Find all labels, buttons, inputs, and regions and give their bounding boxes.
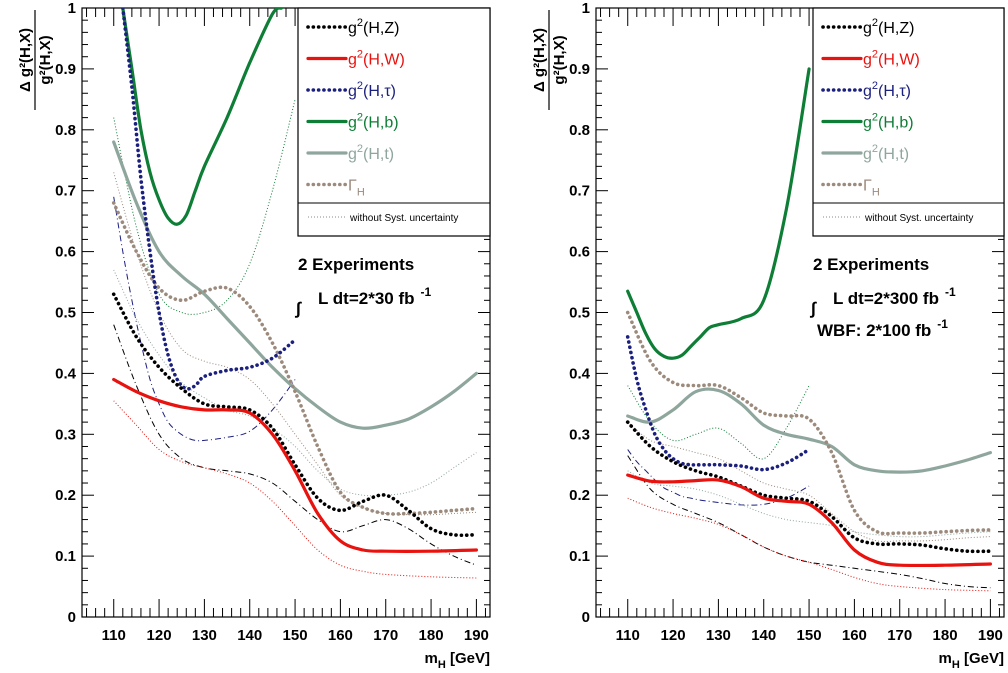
annotation: 2 Experiments ∫ L dt=2*30 fb -1 bbox=[294, 255, 432, 318]
annotation-line3: WBF: 2*100 fb -1 bbox=[817, 317, 948, 340]
series-line-g-h-t- bbox=[626, 387, 992, 474]
x-tick-label: 160 bbox=[842, 627, 867, 644]
y-tick-label: 0.7 bbox=[55, 183, 76, 200]
y-tick-label: 0.2 bbox=[55, 487, 76, 504]
x-tick-label: 120 bbox=[147, 627, 172, 644]
y-tick-label: 0.1 bbox=[55, 548, 76, 565]
legend-label: g2(H,Z) bbox=[863, 17, 914, 37]
y-axis-title: Δ g²(H,X) g²(H,X) bbox=[531, 10, 568, 110]
series-line-tau-no-syst bbox=[627, 449, 810, 506]
x-tick-label: 170 bbox=[373, 627, 398, 644]
x-tick-label: 130 bbox=[706, 627, 731, 644]
series-line-g-h-z- bbox=[625, 420, 993, 554]
integral-sign: ∫ bbox=[294, 299, 302, 318]
series-line-t-no-syst bbox=[113, 269, 477, 497]
legend-label: ΓH bbox=[863, 178, 880, 199]
series-line-b-no-syst bbox=[627, 385, 810, 460]
left-panel: 0 0.1 0.2 0.3 0.4 0.5 0.6 0.7 0.8 0.9 1 110 120 130 14… bbox=[17, 0, 491, 671]
y-tick-label: 0.8 bbox=[569, 122, 590, 139]
y-tick-label: 0.4 bbox=[55, 365, 77, 382]
x-axis-title: mH [GeV] bbox=[425, 650, 490, 671]
annotation-line1: 2 Experiments bbox=[298, 255, 414, 274]
legend-label: g2(H,b) bbox=[348, 112, 399, 132]
x-tick-label: 150 bbox=[283, 627, 308, 644]
annotation-line1: 2 Experiments bbox=[813, 255, 929, 274]
legend-label: g2(H,W) bbox=[348, 49, 405, 69]
legend: g2(H,Z) g2(H,W) g2(H,τ) g2(H,b) g2(H,t) ΓH wit… bbox=[297, 7, 491, 237]
y-axis-denominator: g²(H,X) bbox=[37, 35, 54, 84]
x-tick-label: 170 bbox=[887, 627, 912, 644]
y-tick-label: 0.1 bbox=[569, 548, 590, 565]
series-line--h bbox=[625, 310, 993, 536]
y-tick-label: 0.3 bbox=[569, 426, 590, 443]
y-axis-numerator: Δ g²(H,X) bbox=[17, 28, 34, 92]
legend-footer: without Syst. uncertainty bbox=[864, 213, 973, 224]
x-tick-label: 130 bbox=[192, 627, 217, 644]
y-tick-label: 0.4 bbox=[569, 365, 591, 382]
y-axis-denominator: g²(H,X) bbox=[551, 35, 568, 84]
y-tick-label: 0.3 bbox=[55, 426, 76, 443]
series-line-g-h-b- bbox=[626, 67, 811, 360]
annotation: 2 Experiments ∫ L dt=2*300 fb -1 WBF: 2*100 … bbox=[809, 255, 956, 340]
legend-label: g2(H,b) bbox=[863, 112, 914, 132]
y-tick-label: 0.6 bbox=[569, 244, 590, 261]
series-line-gamma-no-syst bbox=[627, 421, 991, 543]
y-tick-label: 0.9 bbox=[569, 61, 590, 78]
x-axis-title: mH [GeV] bbox=[939, 650, 1004, 671]
legend-label: g2(H,t) bbox=[348, 143, 394, 163]
y-tick-label: 0 bbox=[68, 609, 76, 626]
y-tick-label: 0.9 bbox=[55, 61, 76, 78]
series-line-w-no-syst bbox=[627, 497, 991, 592]
x-tick-label: 110 bbox=[616, 627, 640, 644]
y-tick-label: 0.5 bbox=[55, 305, 76, 322]
legend-label: ΓH bbox=[348, 178, 365, 199]
y-tick-label: 1 bbox=[68, 0, 76, 17]
x-tick-label: 190 bbox=[464, 627, 489, 644]
legend-label: g2(H,Z) bbox=[348, 17, 399, 37]
series-line-z-no-syst bbox=[113, 324, 477, 566]
legend: g2(H,Z) g2(H,W) g2(H,τ) g2(H,b) g2(H,t) ΓH wit… bbox=[812, 7, 1005, 237]
y-tick-label: 0.6 bbox=[55, 244, 76, 261]
series-line-g-h-w- bbox=[112, 377, 478, 553]
series-line-g-h-w- bbox=[626, 473, 992, 568]
legend-label: g2(H,t) bbox=[863, 143, 909, 163]
series-line-g-h-z- bbox=[111, 292, 479, 538]
legend-label: g2(H,τ) bbox=[348, 80, 396, 100]
series-line-z-no-syst bbox=[627, 455, 991, 589]
series-group bbox=[111, 8, 479, 579]
annotation-line2: L dt=2*300 fb -1 bbox=[833, 285, 956, 308]
series-line-g-h-b- bbox=[121, 8, 284, 226]
y-tick-label: 1 bbox=[582, 0, 590, 17]
series-line-g-h- bbox=[625, 335, 811, 472]
y-tick-label: 0.7 bbox=[569, 183, 590, 200]
y-tick-label: 0.2 bbox=[569, 487, 590, 504]
x-tick-label: 190 bbox=[978, 627, 1003, 644]
legend-label: g2(H,W) bbox=[863, 49, 920, 69]
y-tick-label: 0.5 bbox=[569, 305, 590, 322]
x-tick-label: 180 bbox=[933, 627, 958, 644]
series-line-g-h- bbox=[121, 8, 297, 391]
series-line--h bbox=[111, 201, 479, 516]
y-tick-label: 0 bbox=[582, 609, 590, 626]
series-line-g-h-t- bbox=[112, 140, 478, 430]
legend-label: g2(H,τ) bbox=[863, 80, 911, 100]
x-tick-label: 140 bbox=[237, 627, 262, 644]
x-tick-label: 140 bbox=[751, 627, 776, 644]
y-axis-numerator: Δ g²(H,X) bbox=[531, 28, 548, 92]
series-line-tau-no-syst bbox=[113, 196, 296, 442]
legend-footer: without Syst. uncertainty bbox=[349, 213, 458, 224]
y-axis-title: Δ g²(H,X) g²(H,X) bbox=[17, 10, 54, 110]
x-tick-label: 160 bbox=[328, 627, 353, 644]
y-tick-label: 0.8 bbox=[55, 122, 76, 139]
series-group bbox=[625, 67, 993, 592]
x-tick-label: 180 bbox=[419, 627, 444, 644]
annotation-line2: L dt=2*30 fb -1 bbox=[318, 285, 432, 308]
x-tick-label: 120 bbox=[661, 627, 686, 644]
right-panel: 0 0.1 0.2 0.3 0.4 0.5 0.6 0.7 0.8 0.9 1 110 120 130 14… bbox=[531, 0, 1005, 671]
integral-sign: ∫ bbox=[809, 299, 817, 318]
x-tick-label: 150 bbox=[797, 627, 822, 644]
x-tick-label: 110 bbox=[102, 627, 126, 644]
